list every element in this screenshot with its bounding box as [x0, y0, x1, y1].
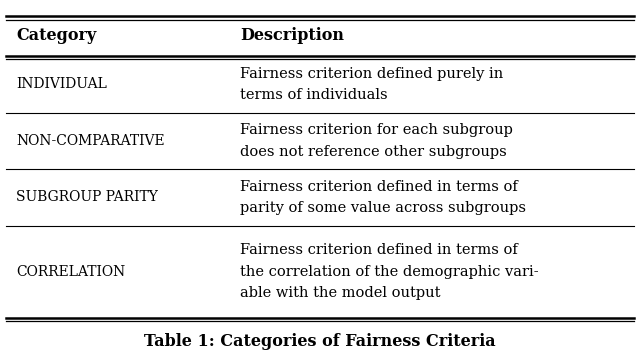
Text: Category: Category — [16, 27, 96, 45]
Text: parity of some value across subgroups: parity of some value across subgroups — [240, 201, 526, 215]
Text: terms of individuals: terms of individuals — [240, 88, 388, 102]
Text: does not reference other subgroups: does not reference other subgroups — [240, 145, 507, 159]
Text: the correlation of the demographic vari-: the correlation of the demographic vari- — [240, 265, 539, 279]
Text: Description: Description — [240, 27, 344, 45]
Text: Fairness criterion for each subgroup: Fairness criterion for each subgroup — [240, 123, 513, 137]
Text: Fairness criterion defined in terms of: Fairness criterion defined in terms of — [240, 180, 518, 194]
Text: Fairness criterion defined in terms of: Fairness criterion defined in terms of — [240, 243, 518, 257]
Text: SUBGROUP PARITY: SUBGROUP PARITY — [16, 191, 158, 204]
Text: Fairness criterion defined purely in: Fairness criterion defined purely in — [240, 67, 503, 80]
Text: INDIVIDUAL: INDIVIDUAL — [16, 78, 107, 91]
Text: able with the model output: able with the model output — [240, 286, 440, 300]
Text: Table 1: Categories of Fairness Criteria: Table 1: Categories of Fairness Criteria — [144, 332, 496, 350]
Text: CORRELATION: CORRELATION — [16, 265, 125, 279]
Text: NON-COMPARATIVE: NON-COMPARATIVE — [16, 134, 164, 148]
